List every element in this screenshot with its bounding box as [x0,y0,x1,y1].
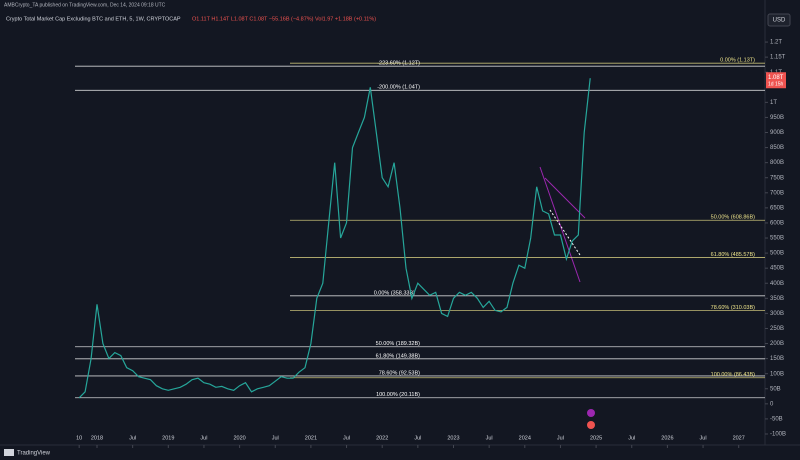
price-line [78,78,591,399]
brand: TradingView [17,451,51,457]
y-tick-label: 300B [770,311,784,317]
x-tick-label: 2025 [590,435,602,441]
y-tick-label: -50B [770,416,783,422]
last-price-box [766,72,786,89]
x-tick-label: Jul [272,435,279,441]
y-tick-label: 150B [770,356,784,362]
y-tick-label: 950B [770,115,784,121]
event-icon[interactable] [587,409,595,417]
y-tick-label: 50B [770,386,781,392]
x-tick-label: Jul [557,435,564,441]
currency[interactable]: USD [773,18,786,24]
x-tick-label: 2026 [661,435,673,441]
y-tick-label: 1T [770,100,777,106]
x-tick-label: Jul [414,435,421,441]
fib-label: 100.00% (20.11B) [376,392,420,398]
y-tick-label: 350B [770,296,784,302]
y-tick-label: 550B [770,236,784,242]
x-tick-label: 2021 [305,435,317,441]
x-tick-label: 2023 [447,435,459,441]
fib-label: 100.00% (86.43B) [711,372,756,378]
logo [4,449,14,456]
x-tick-label: 2020 [233,435,245,441]
x-tick-label: Jul [343,435,350,441]
y-tick-label: 500B [770,251,784,257]
event-icon[interactable] [587,421,595,429]
y-tick-label: 800B [770,160,784,166]
y-tick-label: 0 [770,401,774,407]
x-tick-label: 2018 [91,435,103,441]
y-tick-label: 100B [770,371,784,377]
currency-box[interactable] [767,13,791,27]
x-tick-label: 2019 [162,435,174,441]
fib-label: 78.60% (310.03B) [711,305,756,311]
last-price: 1.08T [768,75,784,81]
fib-label: 50.00% (608.86B) [711,215,756,221]
fib-label: 0.00% (1.13T) [720,58,755,64]
x-tick-label: 2022 [376,435,388,441]
y-tick-label: -100B [770,432,786,438]
x-tick-label: Jul [200,435,207,441]
fib-label: 50.00% (189.32B) [376,341,421,347]
y-tick-label: 900B [770,130,784,136]
fib-label: -223.60% (1.12T) [377,61,420,67]
y-tick-label: 650B [770,205,784,211]
channel-line [544,177,586,219]
x-tick-label: 2024 [519,435,531,441]
trend-line [549,209,581,256]
y-tick-label: 850B [770,145,784,151]
fib-label: 61.80% (149.38B) [376,353,421,359]
x-tick-label: 2027 [733,435,745,441]
chart-title: Crypto Total Market Cap Excluding BTC an… [6,16,181,22]
y-tick-label: 700B [770,190,784,196]
x-tick-label: Jul [700,435,707,441]
y-tick-label: 600B [770,221,784,227]
publisher: AMBCrypto_TA published on TradingView.co… [4,2,166,8]
fib-label: 61.80% (485.57B) [711,252,756,258]
countdown: 1d 15h [768,82,784,88]
x-tick-label: Jul [486,435,493,441]
y-tick-label: 1.2T [770,40,782,46]
y-tick-label: 250B [770,326,784,332]
y-tick-label: 450B [770,266,784,272]
y-tick-label: 200B [770,341,784,347]
fib-label: -200.00% (1.04T) [377,85,420,91]
x-tick-label: Jul [628,435,635,441]
y-tick-label: 400B [770,281,784,287]
ohlc: O1.11T H1.14T L1.08T C1.08T −55.16B (−4.… [192,16,376,22]
fib-label: 0.00% (358.33B) [374,290,415,296]
fib-label: 78.60% (92.53B) [379,370,420,376]
y-tick-label: 1.15T [770,55,786,61]
x-tick-label: Jul [129,435,136,441]
y-tick-label: 750B [770,175,784,181]
x-tick-label: 10 [76,435,82,441]
